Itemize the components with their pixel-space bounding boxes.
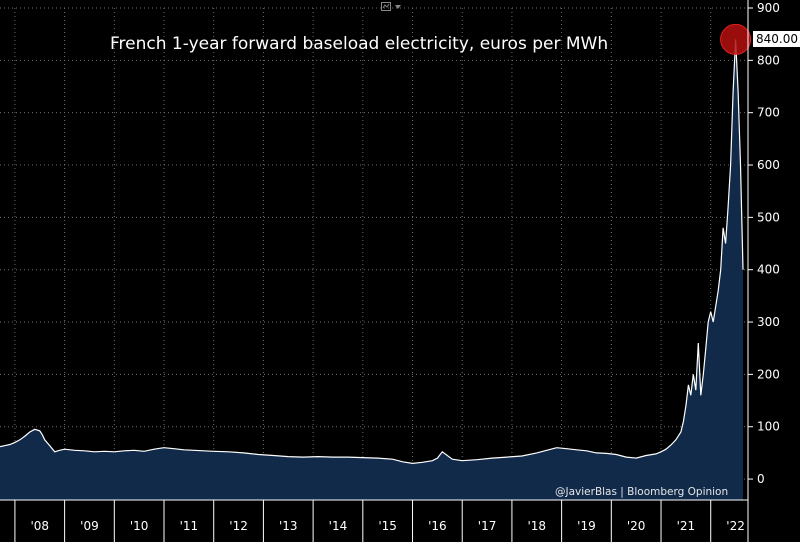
- x-tick-label: '21: [677, 519, 696, 533]
- source-credit: @JavierBlas | Bloomberg Opinion: [555, 486, 729, 498]
- chart-settings-icon[interactable]: [381, 2, 403, 12]
- chart-title: French 1-year forward baseload electrici…: [110, 34, 609, 54]
- x-tick-label: '15: [378, 519, 397, 533]
- y-tick-label: 700: [757, 106, 780, 120]
- x-tick-label: '22: [726, 519, 745, 533]
- x-tick-label: '16: [428, 519, 447, 533]
- y-tick-label: 900: [757, 1, 780, 15]
- x-axis: '08 '09 '10 '11 '12 '13 '14 '15 '16 '17 '18 '19 '20 '…: [14, 500, 745, 542]
- y-tick-label: 600: [757, 158, 780, 172]
- x-tick-label: '14: [329, 519, 348, 533]
- y-tick-label: 400: [757, 263, 780, 277]
- y-tick-label: 0: [757, 472, 765, 486]
- x-tick-label: '17: [478, 519, 497, 533]
- y-tick-label: 200: [757, 367, 780, 381]
- series-line: [0, 39, 744, 465]
- y-tick-label: 800: [757, 53, 780, 67]
- x-tick-label: '20: [627, 519, 646, 533]
- x-tick-label: '08: [30, 519, 49, 533]
- x-tick-label: '18: [527, 519, 546, 533]
- x-tick-label: '13: [279, 519, 298, 533]
- x-tick-label: '12: [229, 519, 248, 533]
- x-tick-label: '11: [180, 519, 199, 533]
- x-tick-label: '09: [80, 519, 99, 533]
- x-tick-label: '10: [130, 519, 149, 533]
- y-tick-label: 500: [757, 210, 780, 224]
- x-tick-label: '19: [577, 519, 596, 533]
- last-value-label: 840.00: [753, 31, 800, 47]
- series-area: [0, 39, 743, 501]
- y-axis: 0 100 200 300 400 500 600 700 800 900: [748, 1, 780, 486]
- y-tick-label: 100: [757, 420, 780, 434]
- y-tick-label: 300: [757, 315, 780, 329]
- last-value-marker: [720, 23, 752, 55]
